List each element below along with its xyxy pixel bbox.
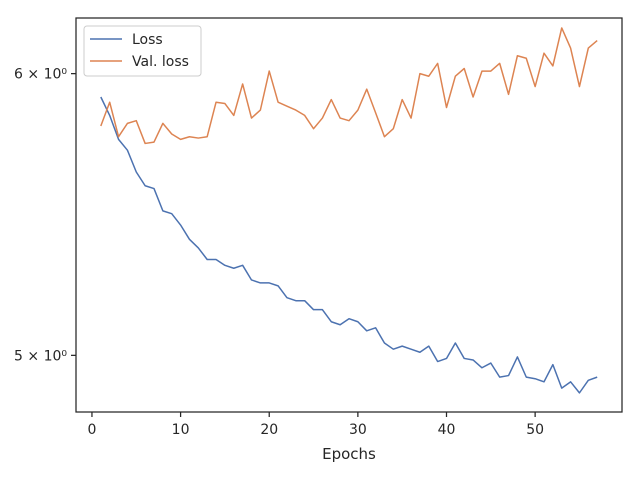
x-tick-label: 10 — [172, 422, 190, 438]
x-tick-label: 40 — [438, 422, 456, 438]
x-axis-label: Epochs — [322, 445, 376, 463]
x-axis-ticks: 0 10 20 30 40 50 — [87, 412, 544, 438]
y-tick-label: 6 × 10⁰ — [14, 67, 67, 83]
x-tick-label: 50 — [526, 422, 544, 438]
x-tick-label: 30 — [349, 422, 367, 438]
legend: Loss Val. loss — [83, 25, 202, 77]
legend-label-val-loss: Val. loss — [132, 54, 189, 70]
series-line-val-loss — [100, 27, 598, 145]
y-tick-label: 5 × 10⁰ — [14, 348, 67, 364]
x-tick-label: 0 — [87, 422, 96, 438]
legend-label-loss: Loss — [132, 32, 163, 48]
series-layer — [100, 27, 598, 394]
x-tick-label: 20 — [260, 422, 278, 438]
series-line-loss — [100, 96, 598, 394]
plot-area — [75, 17, 623, 413]
y-axis-ticks: 5 × 10⁰ 6 × 10⁰ — [14, 67, 76, 364]
